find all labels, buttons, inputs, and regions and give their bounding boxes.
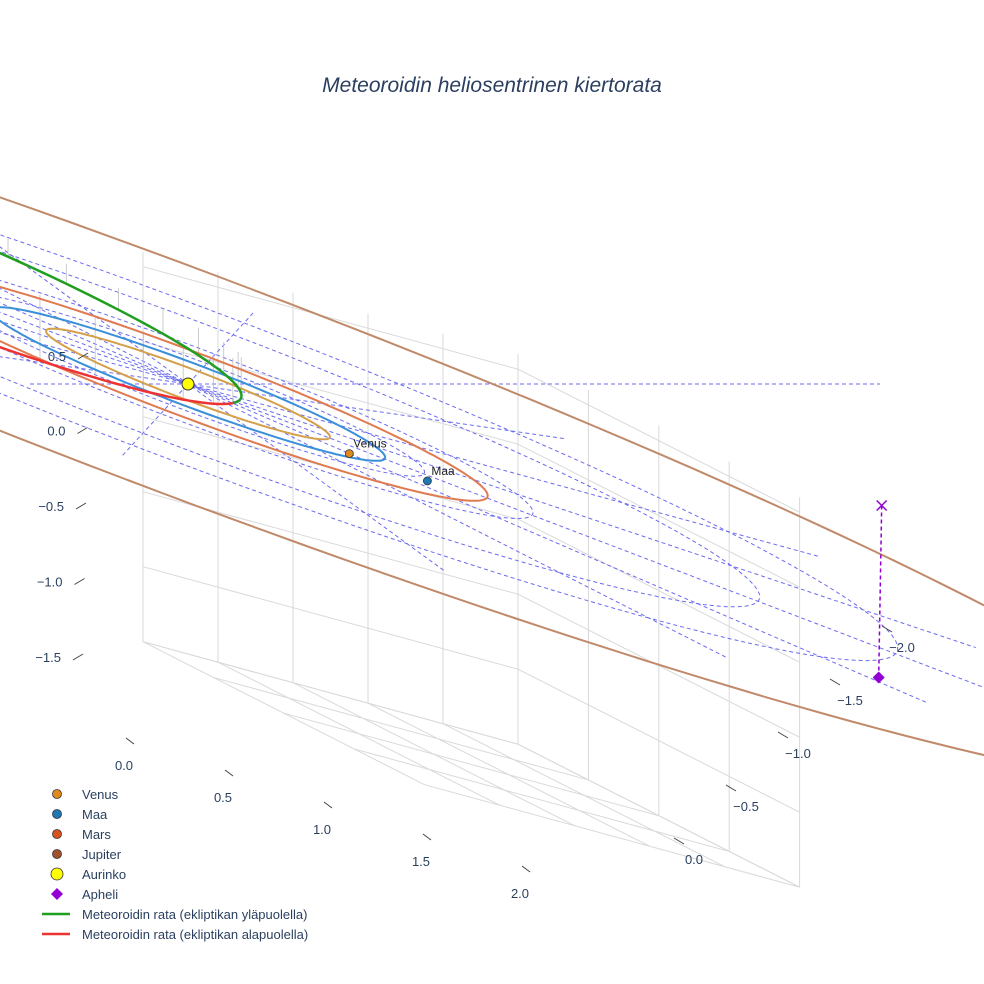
wall-grid-line: [142, 341, 800, 588]
legend-dot-icon: [40, 844, 76, 864]
legend-item[interactable]: Meteoroidin rata (ekliptikan alapuolella…: [40, 924, 308, 944]
z-tick-mark: [72, 653, 84, 661]
legend-dot-icon: [40, 804, 76, 824]
wall-grid-line: [142, 641, 800, 888]
z-tick-label: −1.5: [35, 650, 61, 665]
y-tick-mark: [673, 837, 685, 845]
legend-dot-icon: [40, 824, 76, 844]
z-tick-label: 0.0: [47, 424, 65, 439]
orbit-maa: [0, 306, 387, 462]
legend-item[interactable]: Apheli: [40, 884, 308, 904]
orbit-venus: [44, 327, 332, 441]
legend-label: Venus: [82, 786, 119, 802]
x-tick-label: 0.0: [115, 758, 133, 773]
z-tick-mark: [75, 502, 87, 510]
y-tick-mark: [829, 678, 841, 686]
floor-grid-line: [217, 661, 500, 806]
wall-grid-line: [142, 266, 800, 513]
floor-grid-line: [442, 723, 725, 868]
x-tick-label: 1.0: [313, 822, 331, 837]
legend-item[interactable]: Venus: [40, 784, 308, 804]
sun-marker: [181, 377, 195, 391]
z-tick-label: 0.5: [48, 349, 66, 364]
x-tick-mark: [323, 801, 333, 809]
floor-grid-line: [142, 641, 425, 786]
z-tick-mark: [74, 578, 85, 585]
legend-item[interactable]: Mars: [40, 824, 308, 844]
legend-label: Meteoroidin rata (ekliptikan alapuolella…: [82, 926, 309, 942]
planet-label-venus: Venus: [353, 437, 386, 451]
legend-label: Jupiter: [82, 846, 122, 862]
x-tick-label: 0.5: [214, 790, 232, 805]
ecliptic-reference-ring: [0, 250, 761, 608]
y-tick-label: −2.0: [889, 640, 915, 655]
ecliptic-reference-spoke: [122, 312, 254, 456]
legend-dot-icon: [40, 784, 76, 804]
legend-item[interactable]: Jupiter: [40, 844, 308, 864]
legend-item[interactable]: Aurinko: [40, 864, 308, 884]
ecliptic-reference-ring: [0, 234, 899, 662]
legend-sun-icon: [40, 864, 76, 884]
meteoroid-orbit-above: [0, 251, 243, 405]
drop-lines-layer: [7, 238, 242, 404]
legend-label: Meteoroidin rata (ekliptikan yläpuolella…: [82, 906, 308, 922]
chart-title: Meteoroidin heliosentrinen kiertorata: [322, 74, 662, 97]
x-tick-mark: [125, 737, 135, 745]
orbit-mars: [0, 285, 489, 502]
y-tick-mark: [881, 625, 893, 633]
y-tick-label: −1.0: [785, 746, 811, 761]
planet-marker-maa: [422, 476, 432, 486]
meteoroid-orbit-below: [0, 345, 234, 406]
grid-layer: [142, 251, 801, 888]
legend-item[interactable]: Maa: [40, 804, 308, 824]
wall-grid-line: [142, 566, 800, 813]
legend-line-icon: [40, 904, 76, 924]
ecliptic-reference-ring: [0, 280, 534, 520]
legend-label: Mars: [82, 826, 111, 842]
legend-item[interactable]: Meteoroidin rata (ekliptikan yläpuolella…: [40, 904, 308, 924]
z-tick-mark: [77, 352, 89, 360]
planet-marker-venus: [344, 449, 354, 459]
floor-grid-line: [213, 676, 589, 781]
floor-grid-line: [354, 748, 730, 852]
aphelion-projection-line: [877, 505, 883, 678]
x-tick-label: 1.5: [412, 854, 430, 869]
y-tick-label: −0.5: [733, 799, 759, 814]
orbits-layer: [0, 196, 984, 757]
wall-grid-line: [142, 491, 800, 738]
floor-grid-line: [367, 702, 650, 847]
legend-label: Apheli: [82, 886, 119, 902]
y-tick-label: 0.0: [685, 852, 703, 867]
tick-labels-layer: 0.5 0.0 −0.5 −1.0 −1.5 0.0 0.5 1.0 1.5 2.0 0.0 −0.5…: [35, 349, 915, 901]
legend-label: Maa: [82, 806, 108, 822]
planet-label-maa: Maa: [431, 464, 455, 478]
legend[interactable]: Venus Maa Mars Jupiter Aurinko Apheli Meteoroi…: [40, 784, 308, 944]
legend-diamond-icon: [40, 884, 76, 904]
y-tick-mark: [777, 731, 789, 739]
x-tick-mark: [521, 865, 531, 873]
legend-line-icon: [40, 924, 76, 944]
y-tick-label: −1.5: [837, 693, 863, 708]
x-tick-mark: [422, 833, 432, 841]
z-tick-label: −0.5: [38, 499, 64, 514]
legend-label: Aurinko: [82, 866, 127, 882]
wall-grid-line: [142, 416, 800, 663]
y-tick-mark: [725, 784, 737, 792]
ecliptic-reference-spoke: [0, 302, 926, 703]
x-tick-label: 2.0: [511, 886, 529, 901]
floor-grid-line: [424, 784, 800, 888]
floor-grid-line: [283, 712, 659, 817]
z-tick-mark: [77, 427, 88, 434]
aphelion-ecliptic-cross-icon: [876, 499, 888, 512]
x-tick-mark: [224, 769, 234, 777]
floor-grid-line: [292, 682, 575, 827]
z-tick-label: −1.0: [37, 575, 63, 590]
